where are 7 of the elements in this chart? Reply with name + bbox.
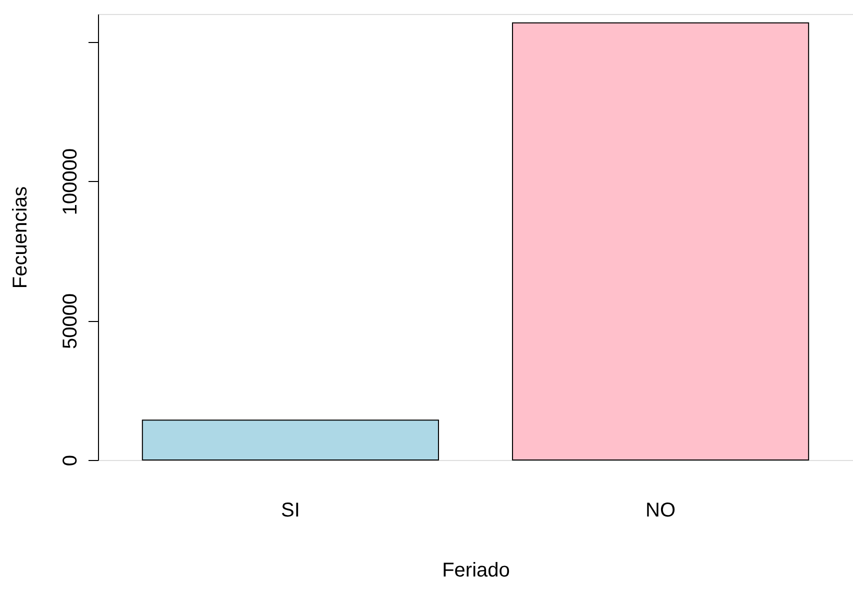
y-tick-label: 100000 — [60, 148, 82, 216]
x-axis-title: Feriado — [442, 560, 510, 582]
x-tick-label: NO — [646, 500, 676, 522]
y-axis-title: Fecuencias — [10, 186, 32, 289]
y-tick-label: 0 — [60, 454, 82, 466]
y-tick-label: 50000 — [60, 293, 82, 349]
x-tick-label: SI — [281, 500, 300, 522]
